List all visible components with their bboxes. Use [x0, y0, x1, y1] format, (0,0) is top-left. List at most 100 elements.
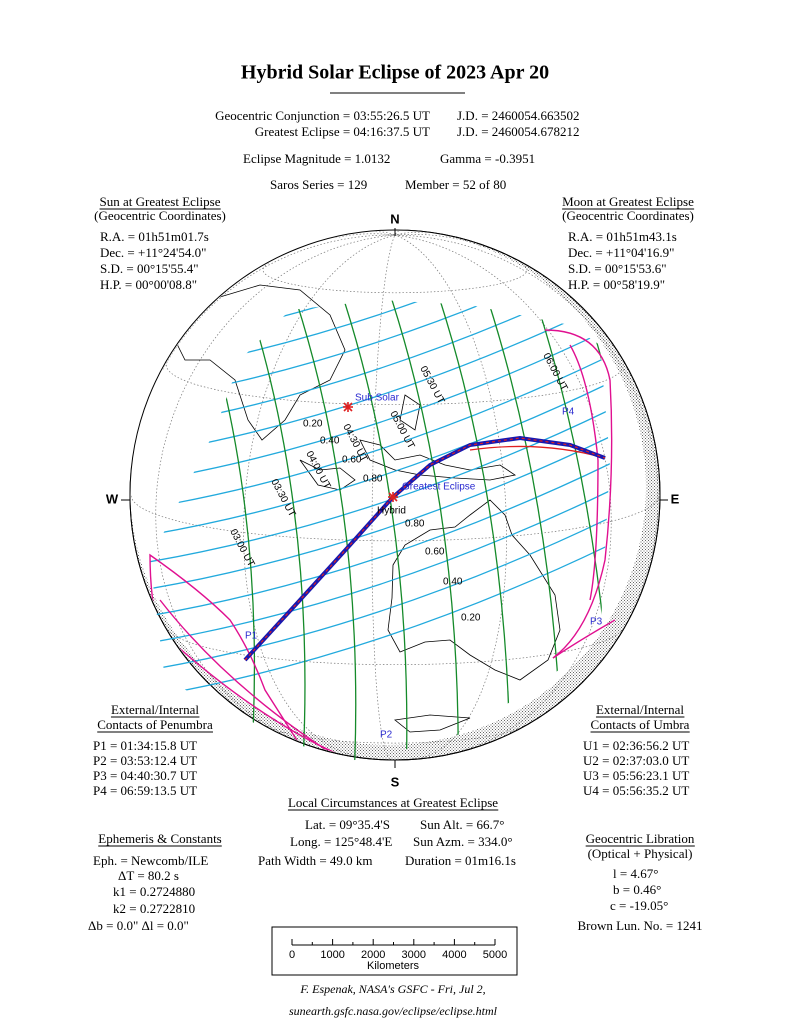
borneo	[299, 459, 356, 491]
time-curve	[150, 313, 610, 485]
text: 0	[289, 949, 295, 961]
text: 0.20	[461, 613, 481, 624]
text: 0.60	[425, 547, 445, 558]
philippines	[399, 394, 421, 431]
graticule-line	[394, 233, 485, 248]
text: Ephemeris & Constants	[98, 831, 222, 846]
graticule-line	[262, 262, 528, 294]
text: H.P. = 00°58'19.9"	[568, 277, 665, 292]
text: P2	[380, 730, 393, 741]
text: Geocentric Libration	[586, 831, 695, 846]
graticule-line	[162, 234, 395, 370]
text: J.D. = 2460054.663502	[457, 108, 580, 123]
text: S	[391, 774, 400, 789]
text: U3 = 05:56:23.1 UT	[583, 768, 689, 783]
text: 0.40	[320, 436, 340, 447]
text: H.P. = 00°00'08.8"	[100, 277, 197, 292]
text: E	[671, 491, 680, 506]
text: Duration = 01m16.1s	[405, 853, 516, 868]
text: Sun Azm. = 334.0°	[413, 834, 513, 849]
text: 0.40	[443, 577, 463, 588]
scale-box	[271, 926, 518, 976]
australia	[387, 499, 561, 681]
text: Lat. = 09°35.4'S	[305, 817, 390, 832]
antarctica-edge	[394, 714, 471, 733]
text: Hybrid	[377, 506, 406, 517]
greatest-eclipse-marker	[388, 492, 398, 502]
text: Geocentric Conjunction = 03:55:26.5 UT	[215, 108, 430, 123]
text: (Geocentric Coordinates)	[562, 208, 694, 223]
text: R.A. = 01h51m01.7s	[100, 229, 209, 244]
text: Greatest Eclipse = 04:16:37.5 UT	[255, 124, 430, 139]
text: 2000	[361, 949, 385, 961]
text: Long. = 125°48.4'E	[290, 834, 392, 849]
text: P4 = 06:59:13.5 UT	[93, 783, 197, 798]
text: k1 = 0.2724880	[113, 884, 195, 899]
text: U1 = 02:36:56.2 UT	[583, 738, 689, 753]
graticule-line	[166, 361, 624, 406]
text: P2 = 03:53:12.4 UT	[93, 753, 197, 768]
text: Δb = 0.0" Δl = 0.0"	[88, 918, 189, 933]
text: F. Espenak, NASA's GSFC - Fri, Jul 2,	[299, 982, 485, 996]
text: c = -19.05°	[610, 898, 668, 913]
text: Hybrid Solar Eclipse of 2023 Apr 20	[241, 62, 549, 84]
text: Eph. = Newcomb/ILE	[93, 853, 208, 868]
text: Brown Lun. No. = 1241	[577, 918, 702, 933]
time-curve	[150, 421, 610, 593]
central-line	[243, 435, 606, 662]
text: ΔT = 80.2 s	[118, 868, 179, 883]
graticule-line	[394, 231, 400, 236]
text: P3	[590, 617, 603, 628]
graticule-line	[167, 629, 623, 666]
time-curve	[150, 475, 610, 647]
text: Eclipse Magnitude = 1.0132	[243, 151, 390, 166]
sub-solar-marker	[343, 402, 353, 412]
text: 4000	[442, 949, 466, 961]
time-curve	[150, 394, 610, 566]
text: J.D. = 2460054.678212	[457, 124, 580, 139]
text: W	[106, 491, 119, 506]
graticule-line	[394, 234, 507, 759]
time-curve	[150, 502, 610, 674]
time-curve	[150, 340, 610, 512]
text: 3000	[402, 949, 426, 961]
text: 5000	[483, 949, 507, 961]
time-curve	[150, 529, 610, 701]
text: Sun Alt. = 66.7°	[420, 817, 504, 832]
text: Greatest Eclipse	[402, 482, 476, 493]
asia	[169, 284, 346, 441]
magnitude-curve	[247, 300, 306, 762]
text: Member = 52 of 80	[405, 177, 506, 192]
islands	[359, 439, 517, 481]
text: (Geocentric Coordinates)	[94, 208, 226, 223]
text: 1000	[320, 949, 344, 961]
scale-bar	[271, 926, 518, 976]
coastlines	[169, 284, 561, 733]
graticule-line	[394, 234, 612, 751]
text: 0.80	[363, 474, 383, 485]
text: Dec. = +11°04'16.9"	[568, 245, 674, 260]
text: P4	[562, 407, 575, 418]
text: P3 = 04:40:30.7 UT	[93, 768, 197, 783]
time-curve	[150, 448, 610, 620]
text: Gamma = -0.3951	[440, 151, 535, 166]
magnitude-curve	[535, 300, 610, 762]
magnitude-curve	[391, 300, 459, 762]
text: Kilometers	[367, 960, 419, 972]
text: S.D. = 00°15'55.4"	[100, 261, 199, 276]
text: 0.80	[405, 519, 425, 530]
text: Sun at Greatest Eclipse	[100, 194, 221, 209]
text: P1	[245, 631, 258, 642]
text: Local Circumstances at Greatest Eclipse	[288, 795, 498, 810]
globe	[121, 228, 668, 768]
text: R.A. = 01h51m43.1s	[568, 229, 677, 244]
text: 0.60	[342, 455, 362, 466]
magnitude-curve	[343, 300, 408, 762]
graticule-line	[155, 234, 396, 741]
text: Contacts of Umbra	[591, 717, 690, 732]
text: U4 = 05:56:35.2 UT	[583, 783, 689, 798]
text: External/Internal	[596, 702, 684, 717]
text: External/Internal	[111, 702, 199, 717]
text: l = 4.67°	[613, 866, 658, 881]
